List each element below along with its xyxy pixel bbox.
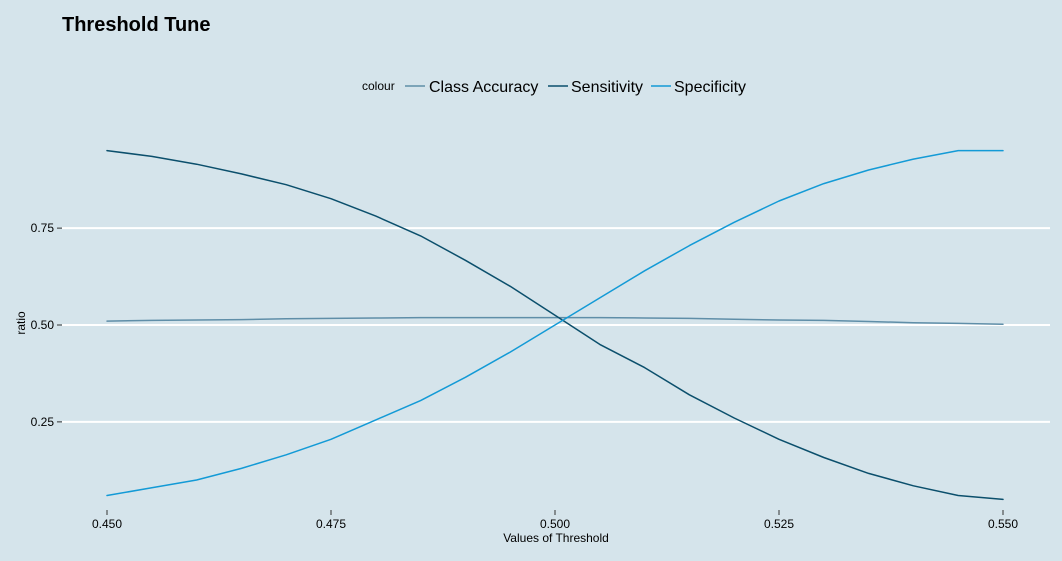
x-tick-label: 0.450 bbox=[92, 517, 122, 531]
x-tick-label: 0.525 bbox=[764, 517, 794, 531]
y-tick-label: 0.75 bbox=[31, 221, 55, 235]
x-tick-label: 0.550 bbox=[988, 517, 1018, 531]
series-group bbox=[106, 149, 1004, 501]
legend-label-sensitivity: Sensitivity bbox=[571, 79, 643, 96]
x-axis-title: Values of Threshold bbox=[503, 531, 609, 545]
y-axis: 0.25 0.50 0.75 bbox=[31, 221, 62, 429]
series-line-class-accuracy bbox=[106, 316, 1004, 325]
series-line-specificity bbox=[106, 149, 1004, 497]
x-tick-label: 0.475 bbox=[316, 517, 346, 531]
legend-title: colour bbox=[362, 79, 395, 93]
y-axis-title: ratio bbox=[14, 311, 28, 335]
series-sensitivity bbox=[106, 149, 1004, 501]
legend: colour Class Accuracy Sensitivity Specific… bbox=[362, 79, 746, 96]
chart-title: Threshold Tune bbox=[62, 14, 211, 36]
series-line-sensitivity bbox=[106, 149, 1004, 501]
series-specificity bbox=[106, 149, 1004, 497]
x-tick-label: 0.500 bbox=[540, 517, 570, 531]
series-class-accuracy bbox=[106, 316, 1004, 325]
x-axis: 0.450 0.475 0.500 0.525 0.550 bbox=[92, 510, 1018, 531]
legend-label-specificity: Specificity bbox=[674, 79, 746, 96]
legend-label-class-accuracy: Class Accuracy bbox=[429, 79, 538, 96]
y-tick-label: 0.25 bbox=[31, 415, 55, 429]
y-tick-label: 0.50 bbox=[31, 318, 55, 332]
